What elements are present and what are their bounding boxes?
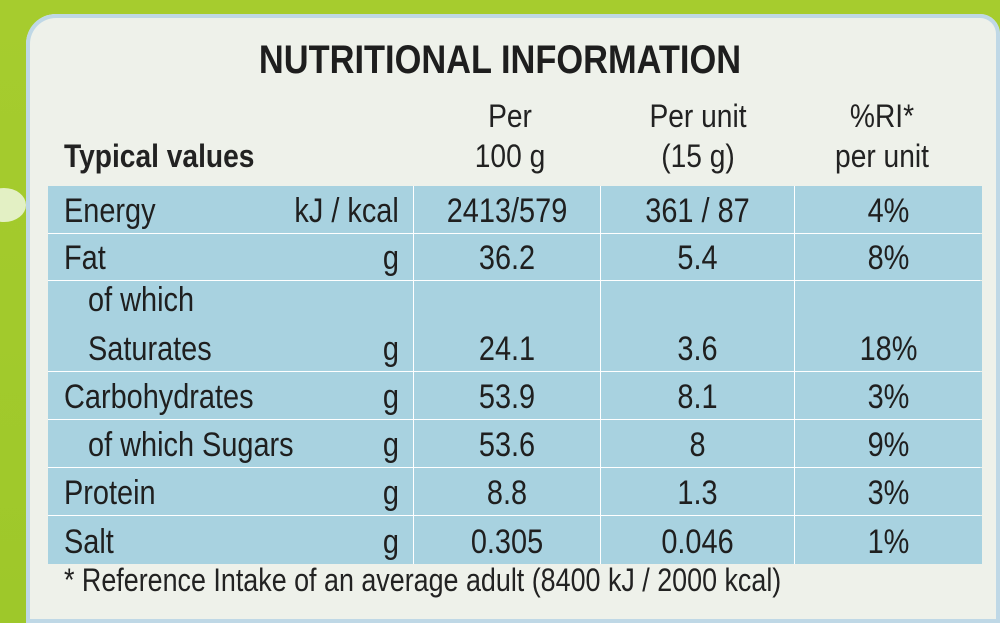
value: 9% (867, 426, 910, 464)
row-salt-label: Salt g (48, 516, 413, 564)
nutrient-name: Saturates (88, 330, 212, 368)
nutrient-name: Carbohydrates (64, 378, 254, 416)
row-saturates-label: of which Saturates g (48, 281, 413, 371)
value: 3% (867, 378, 910, 416)
saturates-per100: 24.1 (414, 281, 600, 371)
nutrient-unit: g (382, 426, 399, 464)
footnote: * Reference Intake of an average adult (… (64, 562, 782, 598)
value: 1% (867, 523, 910, 561)
row-energy-label: Energy kJ / kcal (48, 186, 413, 233)
fat-perunit: 5.4 (601, 234, 794, 280)
value: 361 / 87 (645, 192, 750, 230)
nutrient-unit: g (382, 239, 399, 277)
protein-ri: 3% (795, 468, 982, 515)
carbohydrates-perunit: 8.1 (601, 372, 794, 419)
value: 8.1 (677, 378, 718, 416)
energy-per100: 2413/579 (414, 186, 600, 233)
carbohydrates-ri: 3% (795, 372, 982, 419)
row-protein-label: Protein g (48, 468, 413, 515)
per-unit-header-line2: (15 g) (661, 138, 735, 174)
sugars-perunit: 8 (601, 420, 794, 467)
ri-header-line1: %RI* (849, 98, 915, 134)
value: 53.6 (478, 426, 536, 464)
nutrient-unit: g (382, 378, 399, 416)
value: 3.6 (677, 330, 718, 368)
value: 1.3 (677, 474, 718, 512)
row-sugars-label: of which Sugars g (48, 420, 413, 467)
value: 4% (867, 192, 910, 230)
value: 53.9 (478, 378, 536, 416)
value: 8% (867, 239, 910, 277)
nutrient-name: of which Sugars (88, 426, 294, 464)
package-edge (0, 188, 26, 222)
per-100g-header: Per 100 g (431, 96, 589, 176)
value: 2413/579 (446, 192, 568, 230)
salt-perunit: 0.046 (601, 516, 794, 564)
value: 5.4 (677, 239, 718, 277)
row-carbohydrates-label: Carbohydrates g (48, 372, 413, 419)
nutrient-name: Salt (64, 523, 114, 561)
typical-values-header: Typical values (64, 138, 255, 174)
nutrient-unit: g (382, 330, 399, 368)
fat-ri: 8% (795, 234, 982, 280)
salt-ri: 1% (795, 516, 982, 564)
value: 0.305 (470, 523, 544, 561)
protein-perunit: 1.3 (601, 468, 794, 515)
saturates-ri: 18% (795, 281, 982, 371)
sugars-ri: 9% (795, 420, 982, 467)
nutrient-unit: g (382, 474, 399, 512)
nutrition-table: Energy kJ / kcal 2413/579 361 / 87 4% Fa… (48, 186, 982, 564)
ri-header-line2: per unit (835, 138, 929, 174)
ri-header: %RI* per unit (803, 96, 961, 176)
value: 24.1 (478, 330, 536, 368)
nutrient-subheading: of which (88, 281, 195, 319)
per-100g-header-line2: 100 g (474, 138, 546, 174)
value: 3% (867, 474, 910, 512)
value: 36.2 (478, 239, 536, 277)
energy-ri: 4% (795, 186, 982, 233)
energy-perunit: 361 / 87 (601, 186, 794, 233)
nutrient-unit: g (382, 523, 399, 561)
per-unit-header-line1: Per unit (649, 98, 747, 134)
saturates-perunit: 3.6 (601, 281, 794, 371)
nutrient-name: Fat (64, 239, 106, 277)
per-100g-header-line1: Per (488, 98, 532, 134)
row-fat-label: Fat g (48, 234, 413, 280)
salt-per100: 0.305 (414, 516, 600, 564)
sugars-per100: 53.6 (414, 420, 600, 467)
value: 8.8 (486, 474, 528, 512)
nutrient-name: Protein (64, 474, 156, 512)
protein-per100: 8.8 (414, 468, 600, 515)
per-unit-header: Per unit (15 g) (610, 96, 786, 176)
value: 18% (859, 330, 918, 368)
value: 8 (689, 426, 706, 464)
fat-per100: 36.2 (414, 234, 600, 280)
nutrient-unit: kJ / kcal (294, 192, 399, 230)
nutrient-name: Energy (64, 192, 156, 230)
value: 0.046 (661, 523, 734, 561)
carbohydrates-per100: 53.9 (414, 372, 600, 419)
page-title: NUTRITIONAL INFORMATION (258, 38, 742, 82)
